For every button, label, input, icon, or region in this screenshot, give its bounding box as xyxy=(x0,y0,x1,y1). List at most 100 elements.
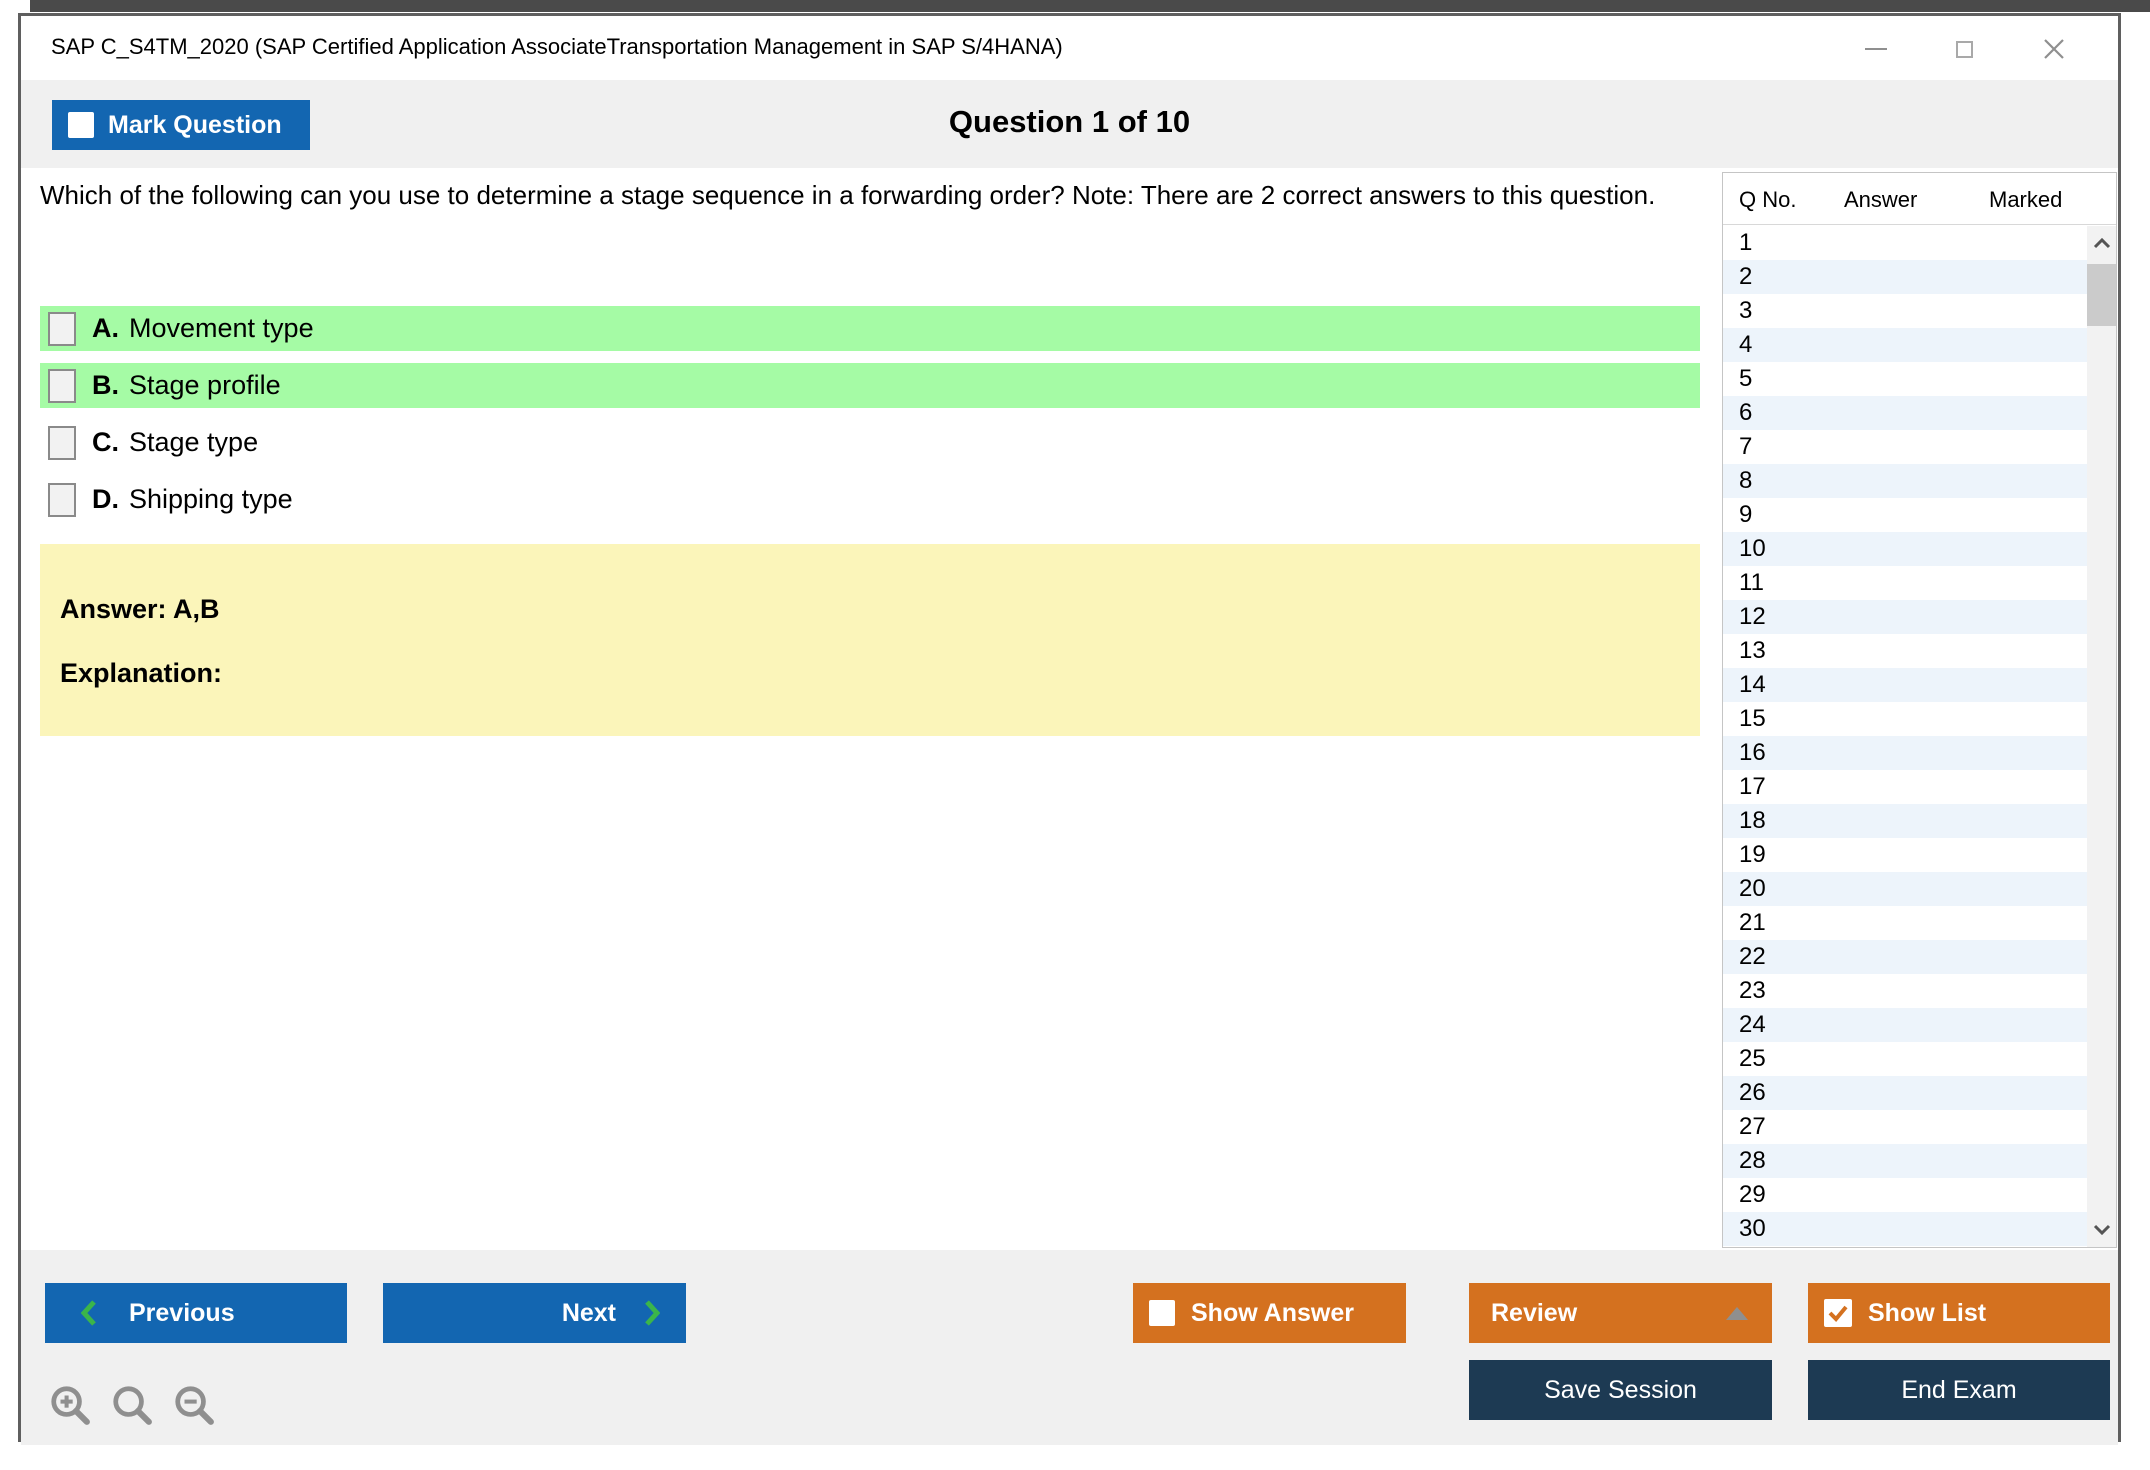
option-checkbox[interactable] xyxy=(48,368,76,403)
question-list-row[interactable]: 5 xyxy=(1723,362,2087,396)
question-list-row[interactable]: 7 xyxy=(1723,430,2087,464)
show-answer-checkbox[interactable] xyxy=(1149,1300,1175,1326)
question-number: 16 xyxy=(1739,739,1766,766)
question-number: 12 xyxy=(1739,603,1766,630)
chevron-left-icon xyxy=(81,1300,96,1326)
close-button[interactable] xyxy=(2039,34,2069,64)
question-list-row[interactable]: 12 xyxy=(1723,600,2087,634)
maximize-button[interactable] xyxy=(1949,34,1979,64)
question-list-row[interactable]: 2 xyxy=(1723,260,2087,294)
question-number: 4 xyxy=(1739,331,1753,358)
question-list-row[interactable]: 29 xyxy=(1723,1178,2087,1212)
option-d[interactable]: D. Shipping type xyxy=(40,477,1700,522)
question-list-row[interactable]: 3 xyxy=(1723,294,2087,328)
show-answer-button[interactable]: Show Answer xyxy=(1133,1283,1406,1343)
question-number: 30 xyxy=(1739,1215,1766,1242)
question-list-body: 1 2 3 4 5 6 7 8 9 10 11 12 13 14 15 16 17 18 19 20 21 22 23 24 2… xyxy=(1723,226,2087,1246)
question-list-row[interactable]: 21 xyxy=(1723,906,2087,940)
question-list-row[interactable]: 20 xyxy=(1723,872,2087,906)
column-qno: Q No. xyxy=(1739,187,1797,212)
mark-question-button[interactable]: Mark Question xyxy=(52,100,310,150)
question-list-row[interactable]: 18 xyxy=(1723,804,2087,838)
question-list-row[interactable]: 14 xyxy=(1723,668,2087,702)
show-list-button[interactable]: Show List xyxy=(1808,1283,2110,1343)
minimize-button[interactable] xyxy=(1861,34,1891,64)
column-answer: Answer xyxy=(1844,187,1918,212)
option-text: Stage profile xyxy=(129,370,281,400)
option-checkbox[interactable] xyxy=(48,311,76,346)
question-list-row[interactable]: 4 xyxy=(1723,328,2087,362)
question-number: 26 xyxy=(1739,1079,1766,1106)
scroll-up-button[interactable] xyxy=(2087,228,2116,260)
option-c[interactable]: C. Stage type xyxy=(40,420,1700,465)
option-a[interactable]: A. Movement type xyxy=(40,306,1700,351)
question-number: 8 xyxy=(1739,467,1753,494)
question-number: 25 xyxy=(1739,1045,1766,1072)
option-letter: C. xyxy=(92,427,119,457)
question-text: Which of the following can you use to de… xyxy=(40,180,1656,210)
option-text: Shipping type xyxy=(129,484,293,514)
question-counter: Question 1 of 10 xyxy=(948,104,1191,139)
show-list-checkbox[interactable] xyxy=(1824,1299,1852,1327)
question-number: 1 xyxy=(1739,229,1753,256)
question-list-row[interactable]: 30 xyxy=(1723,1212,2087,1246)
titlebar: SAP C_S4TM_2020 (SAP Certified Applicati… xyxy=(21,16,2118,80)
app-window: SAP C_S4TM_2020 (SAP Certified Applicati… xyxy=(18,13,2121,1445)
question-number: 5 xyxy=(1739,365,1753,392)
zoom-out-icon[interactable] xyxy=(173,1384,219,1430)
mark-question-checkbox[interactable] xyxy=(68,112,94,138)
next-button[interactable]: Next xyxy=(383,1283,686,1343)
question-list-row[interactable]: 28 xyxy=(1723,1144,2087,1178)
question-list-row[interactable]: 26 xyxy=(1723,1076,2087,1110)
question-list-row[interactable]: 27 xyxy=(1723,1110,2087,1144)
question-number: 2 xyxy=(1739,263,1753,290)
question-list-row[interactable]: 24 xyxy=(1723,1008,2087,1042)
chevron-right-icon xyxy=(645,1300,660,1326)
question-list-row[interactable]: 16 xyxy=(1723,736,2087,770)
scrollbar-thumb[interactable] xyxy=(2087,264,2116,326)
previous-button[interactable]: Previous xyxy=(45,1283,347,1343)
question-list-row[interactable]: 23 xyxy=(1723,974,2087,1008)
option-letter: D. xyxy=(92,484,119,514)
question-number: 6 xyxy=(1739,399,1753,426)
option-checkbox[interactable] xyxy=(48,425,76,460)
question-list-row[interactable]: 22 xyxy=(1723,940,2087,974)
end-exam-button[interactable]: End Exam xyxy=(1808,1360,2110,1420)
question-number: 15 xyxy=(1739,705,1766,732)
next-label: Next xyxy=(561,1298,616,1327)
question-list-row[interactable]: 25 xyxy=(1723,1042,2087,1076)
question-list-row[interactable]: 15 xyxy=(1723,702,2087,736)
question-list-row[interactable]: 19 xyxy=(1723,838,2087,872)
question-list-row[interactable]: 11 xyxy=(1723,566,2087,600)
question-number: 18 xyxy=(1739,807,1766,834)
zoom-in-icon[interactable] xyxy=(49,1384,95,1430)
question-list-header: Q No. Answer Marked xyxy=(1723,173,2116,225)
question-list-row[interactable]: 17 xyxy=(1723,770,2087,804)
question-list-scrollbar[interactable] xyxy=(2087,226,2116,1247)
question-list-row[interactable]: 9 xyxy=(1723,498,2087,532)
zoom-controls xyxy=(49,1384,219,1430)
question-list-row[interactable]: 6 xyxy=(1723,396,2087,430)
question-number: 29 xyxy=(1739,1181,1766,1208)
option-letter: B. xyxy=(92,370,119,400)
question-number: 27 xyxy=(1739,1113,1766,1140)
review-button[interactable]: Review xyxy=(1469,1283,1772,1343)
option-text: Stage type xyxy=(129,427,259,457)
question-list-row[interactable]: 8 xyxy=(1723,464,2087,498)
option-b[interactable]: B. Stage profile xyxy=(40,363,1700,408)
background-window-strip xyxy=(30,0,2150,12)
option-checkbox[interactable] xyxy=(48,482,76,517)
question-list-row[interactable]: 1 xyxy=(1723,226,2087,260)
footer-bar: Previous Next Show Answer Review Show Li… xyxy=(21,1250,2118,1445)
question-number: 20 xyxy=(1739,875,1766,902)
save-session-button[interactable]: Save Session xyxy=(1469,1360,1772,1420)
question-list-row[interactable]: 13 xyxy=(1723,634,2087,668)
question-number: 21 xyxy=(1739,909,1766,936)
zoom-icon[interactable] xyxy=(111,1384,157,1430)
question-list-row[interactable]: 10 xyxy=(1723,532,2087,566)
scroll-down-button[interactable] xyxy=(2087,1213,2116,1245)
show-answer-label: Show Answer xyxy=(1191,1298,1354,1327)
chevron-up-icon xyxy=(2093,238,2110,249)
question-number: 3 xyxy=(1739,297,1753,324)
check-icon xyxy=(1828,1305,1848,1322)
